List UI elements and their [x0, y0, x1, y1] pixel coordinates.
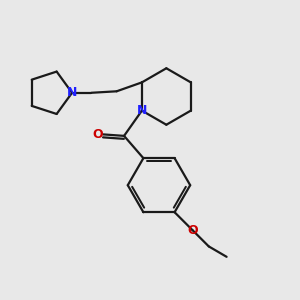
- Text: N: N: [137, 104, 147, 117]
- Text: O: O: [93, 128, 103, 141]
- Text: N: N: [67, 86, 77, 99]
- Text: O: O: [187, 224, 198, 237]
